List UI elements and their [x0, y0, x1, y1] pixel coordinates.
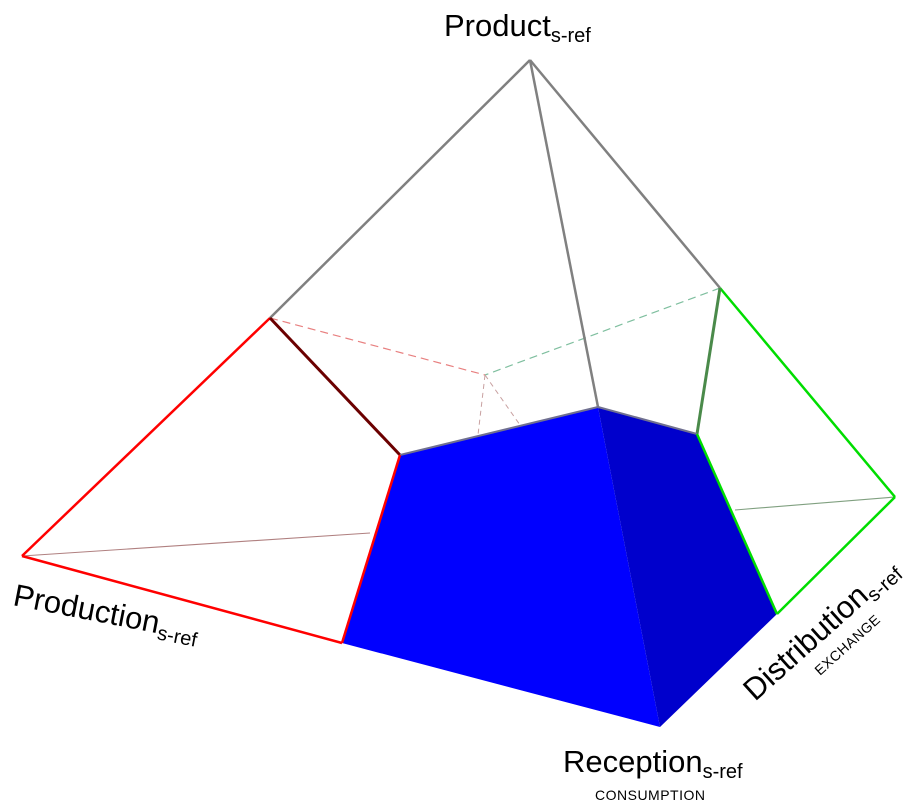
hidden-edge-distribution-center [484, 287, 721, 376]
hidden-edge-production-center [269, 317, 486, 376]
label-product-sub: s-ref [551, 25, 591, 47]
label-reception-sub: s-ref [703, 761, 743, 783]
label-product-main: Product [444, 8, 551, 43]
hidden-edges [269, 287, 721, 436]
edge-product-center [528, 59, 600, 408]
hidden-edge-center-down-right [484, 374, 521, 426]
label-reception: Receptions-ref [563, 744, 743, 783]
solid-front-face [342, 407, 660, 727]
edge-product-right [529, 59, 721, 289]
base-line-production [21, 532, 371, 557]
solid-top-edge-right [597, 406, 698, 435]
edge-distribution-inner [695, 287, 722, 435]
edge-distribution-right [719, 287, 896, 498]
edge-distribution-bottom [776, 496, 896, 615]
solid-side-face [598, 407, 777, 727]
label-production: Productions-ref [10, 578, 203, 652]
edge-product-left [269, 59, 531, 319]
hidden-edge-center-down-left [477, 374, 486, 436]
solid-frustum [340, 406, 779, 727]
edge-production-left [21, 317, 271, 557]
solid-top-edge-left [399, 406, 599, 456]
solid-right-green-edge [695, 433, 779, 615]
pyramid-edges [21, 59, 896, 645]
base-lines [21, 496, 896, 557]
label-production-sub: s-ref [155, 622, 199, 651]
label-reception-caption: CONSUMPTION [595, 787, 706, 803]
edge-production-inner [268, 316, 402, 457]
edge-production-bottom [21, 554, 343, 645]
label-reception-main: Reception [563, 744, 703, 779]
solid-left-red-edge [340, 454, 402, 644]
label-product: Products-ref [444, 8, 591, 47]
base-line-distribution [734, 496, 896, 511]
label-distribution: Distributions-ref [736, 550, 907, 710]
